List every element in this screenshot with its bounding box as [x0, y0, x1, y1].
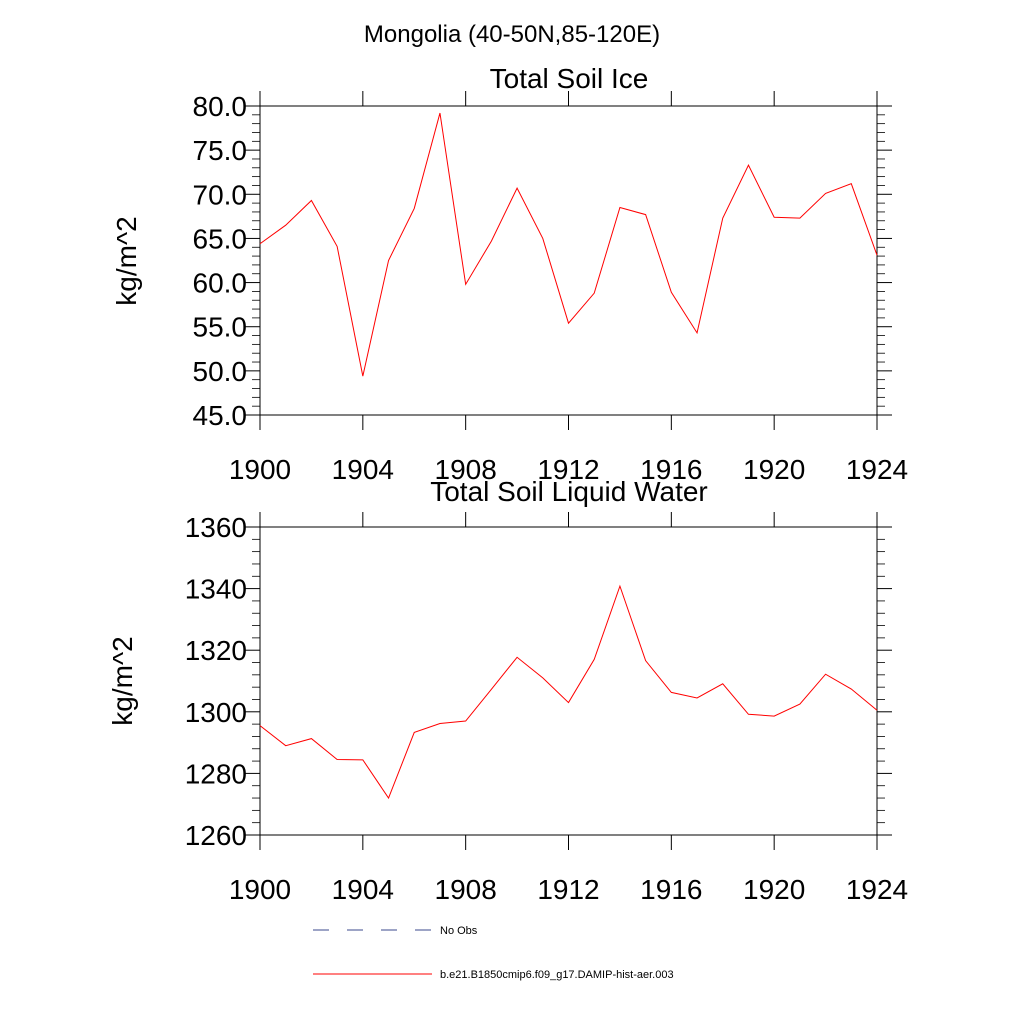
chart-panel-soil-ice: Total Soil Ice kg/m^2 45.0 50.0 55.0 60.0 65… [111, 63, 908, 485]
x-tick-label: 1920 [743, 874, 805, 905]
y-axis-label: kg/m^2 [111, 216, 142, 305]
tick-marks [245, 512, 892, 850]
y-tick-label: 1280 [185, 758, 247, 789]
y-tick-labels: 45.0 50.0 55.0 60.0 65.0 70.0 75.0 80.0 [193, 91, 248, 431]
y-tick-label: 1360 [185, 512, 247, 543]
series-line [259, 112, 878, 377]
legend-label: b.e21.B1850cmip6.f09_g17.DAMIP-hist-aer.… [440, 969, 674, 981]
y-tick-label: 65.0 [193, 223, 248, 254]
y-tick-label: 1320 [185, 635, 247, 666]
x-tick-label: 1912 [537, 454, 599, 485]
x-tick-label: 1924 [846, 874, 908, 905]
x-tick-label: 1900 [229, 874, 291, 905]
y-tick-label: 60.0 [193, 268, 248, 299]
x-tick-label: 1904 [332, 454, 394, 485]
legend-entry-model: b.e21.B1850cmip6.f09_g17.DAMIP-hist-aer.… [313, 969, 674, 981]
x-tick-label: 1908 [435, 454, 497, 485]
chart-title: Total Soil Ice [490, 63, 649, 94]
y-tick-labels: 1260 1280 1300 1320 1340 1360 [185, 512, 247, 851]
x-tick-label: 1908 [435, 874, 497, 905]
x-tick-labels: 1900 1904 1908 1912 1916 1920 1924 [229, 454, 908, 485]
y-tick-label: 1300 [185, 697, 247, 728]
y-axis-label: kg/m^2 [107, 636, 138, 725]
y-tick-label: 50.0 [193, 356, 248, 387]
x-tick-label: 1912 [537, 874, 599, 905]
x-tick-label: 1904 [332, 874, 394, 905]
y-tick-label: 55.0 [193, 312, 248, 343]
x-tick-label: 1916 [640, 454, 702, 485]
y-tick-label: 70.0 [193, 179, 248, 210]
series-layer [259, 112, 878, 377]
x-tick-label: 1924 [846, 454, 908, 485]
x-tick-label: 1920 [743, 454, 805, 485]
y-tick-label: 45.0 [193, 400, 248, 431]
tick-marks [245, 91, 892, 430]
plot-frame [259, 526, 878, 836]
chart-title: Total Soil Liquid Water [430, 476, 708, 507]
x-tick-label: 1900 [229, 454, 291, 485]
x-tick-label: 1916 [640, 874, 702, 905]
x-tick-labels: 1900 1904 1908 1912 1916 1920 1924 [229, 874, 908, 905]
chart-panel-soil-liquid-water: Total Soil Liquid Water kg/m^2 126012801… [107, 476, 908, 905]
series-line [259, 584, 878, 800]
y-tick-label: 1340 [185, 574, 247, 605]
series-layer [259, 584, 878, 800]
figure-title: Mongolia (40-50N,85-120E) [364, 21, 660, 48]
y-tick-label: 80.0 [193, 91, 248, 122]
plot-frame [259, 105, 878, 416]
y-tick-label: 75.0 [193, 135, 248, 166]
legend-entry-no-obs: No Obs [313, 925, 478, 937]
legend-label: No Obs [440, 925, 478, 937]
legend: No Obs b.e21.B1850cmip6.f09_g17.DAMIP-hi… [313, 925, 674, 981]
y-tick-label: 1260 [185, 820, 247, 851]
